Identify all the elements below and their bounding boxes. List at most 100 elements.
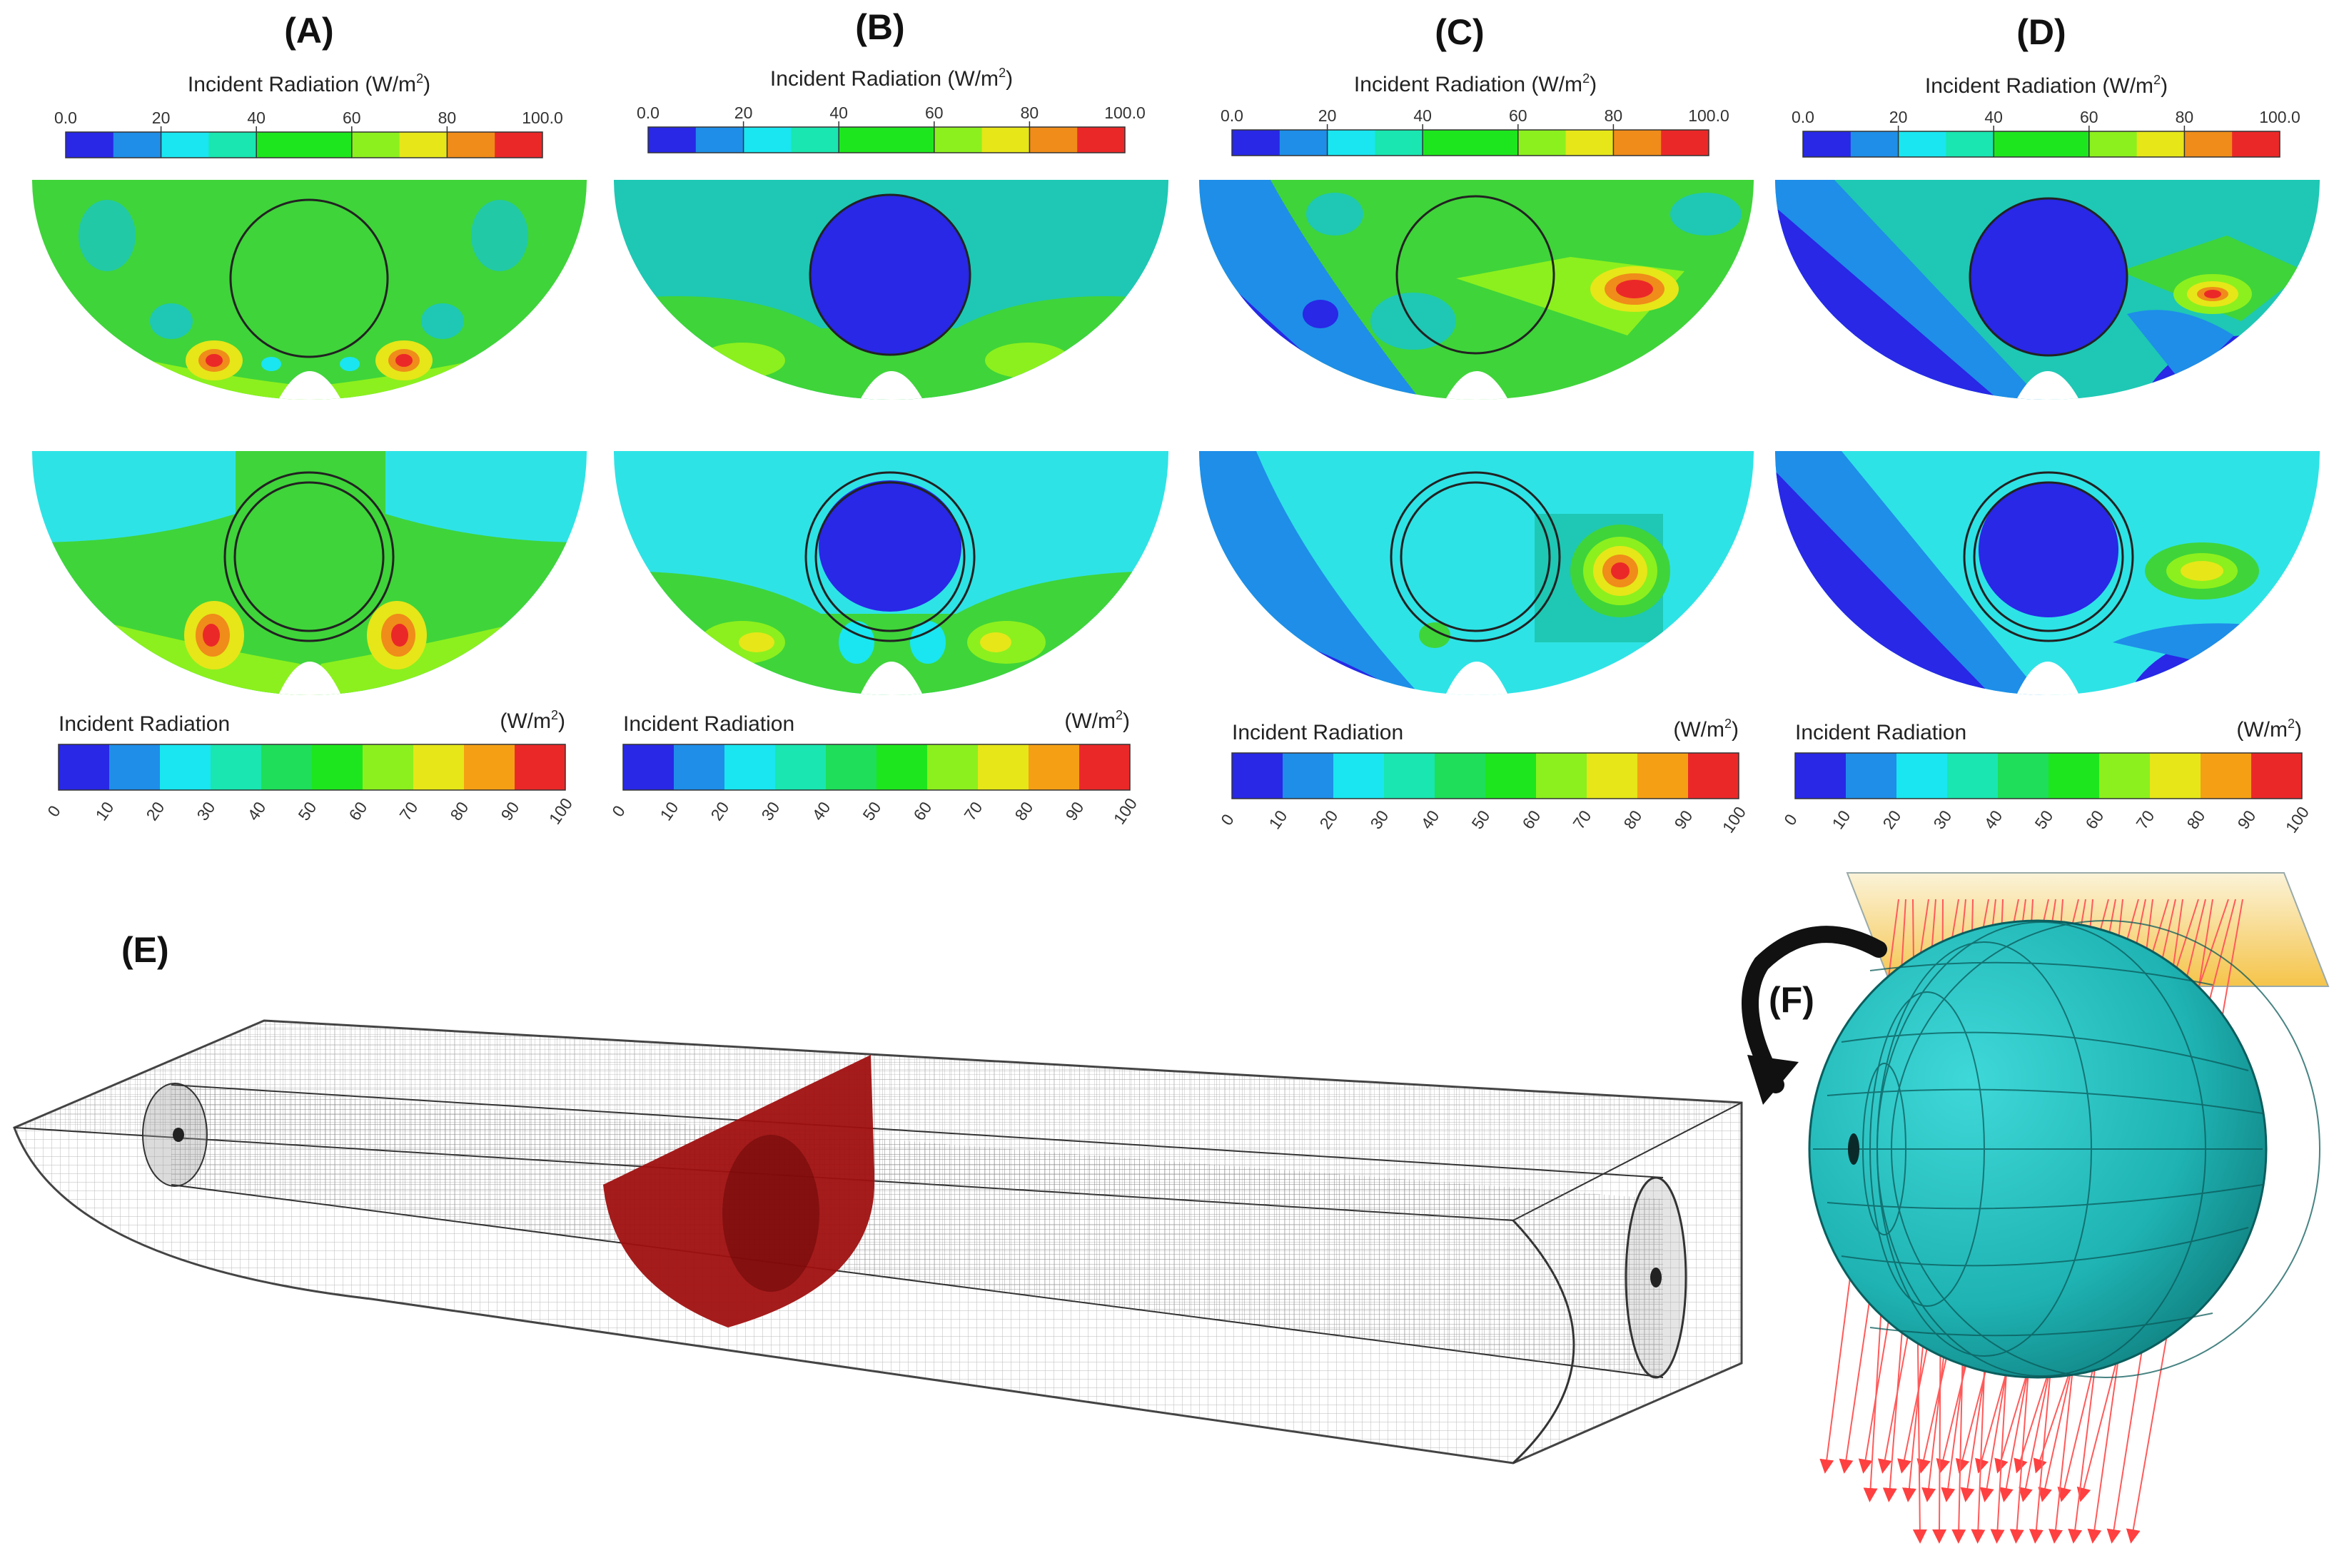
top-colorbar-tick: 80 xyxy=(1021,103,1039,122)
bottom-colorbar-tick: 50 xyxy=(859,798,884,824)
bottom-colorbar-swatch xyxy=(978,744,1029,790)
panel-f-sphere: (F) xyxy=(1742,872,2330,1544)
top-colorbar-swatch xyxy=(161,132,209,158)
bottom-colorbar-swatch xyxy=(927,744,979,790)
top-colorbar-1: Incident Radiation (W/m2) 0.0 20 40 60 80 100.… xyxy=(637,66,1146,153)
bottom-colorbar-swatch xyxy=(2251,753,2303,799)
top-colorbar-swatch xyxy=(2088,131,2138,157)
bottom-colorbar-swatch xyxy=(1283,753,1334,799)
bottom-colorbar-swatch xyxy=(623,744,675,790)
bottom-colorbar-swatch xyxy=(1079,744,1131,790)
contour-c-top xyxy=(1199,180,1754,400)
bottom-colorbar-tick: 40 xyxy=(1980,806,2006,832)
top-colorbar-swatch xyxy=(1850,131,1899,157)
bottom-colorbar-tick: 70 xyxy=(960,798,986,824)
bottom-colorbar-tick: 20 xyxy=(142,798,168,824)
bottom-colorbar-tick: 30 xyxy=(757,798,783,824)
bottom-colorbar-tick: 80 xyxy=(1620,806,1645,832)
top-colorbar-swatch xyxy=(1517,130,1567,156)
top-colorbar-swatch xyxy=(2184,131,2233,157)
top-colorbar-tick: 0.0 xyxy=(1221,106,1243,125)
bottom-colorbar-swatch xyxy=(1947,753,1999,799)
top-colorbar-tick: 60 xyxy=(925,103,944,122)
bottom-colorbar-swatch xyxy=(312,744,363,790)
bottom-colorbar-swatch xyxy=(515,744,566,790)
bottom-colorbar-tick: 70 xyxy=(2132,806,2158,832)
top-colorbar-swatch xyxy=(934,127,983,153)
bottom-colorbar-unit: (W/m2) xyxy=(1064,708,1130,733)
top-colorbar-swatch xyxy=(1327,130,1375,156)
bottom-colorbar-swatch xyxy=(413,744,465,790)
top-colorbar-swatch xyxy=(1565,130,1614,156)
top-colorbar-swatch xyxy=(743,127,792,153)
panel-label-c: (C) xyxy=(1435,12,1484,52)
top-colorbar-swatch xyxy=(304,132,353,158)
top-colorbar-tick: 60 xyxy=(1509,106,1527,125)
top-colorbar-tick: 80 xyxy=(1605,106,1623,125)
rotation-arrow xyxy=(1742,926,1887,1093)
panel-label-b: (B) xyxy=(855,7,904,47)
top-colorbar-swatch xyxy=(2041,131,2090,157)
bottom-colorbar-tick: 100 xyxy=(1719,803,1749,836)
top-colorbar-swatch xyxy=(1029,127,1078,153)
bottom-colorbar-title: Incident Radiation xyxy=(1795,721,1966,744)
bottom-colorbar-tick: 80 xyxy=(446,798,472,824)
top-colorbar-tick: 20 xyxy=(1318,106,1337,125)
bottom-colorbar-tick: 60 xyxy=(909,798,935,824)
top-colorbar-tick: 20 xyxy=(1889,108,1908,126)
bottom-colorbar-swatch xyxy=(1485,753,1537,799)
bottom-colorbar-title: Incident Radiation xyxy=(623,712,794,736)
contour-b-bottom xyxy=(614,451,1168,696)
top-colorbar-swatch xyxy=(351,132,400,158)
bottom-colorbar-tick: 90 xyxy=(1061,798,1087,824)
top-colorbar-tick: 80 xyxy=(438,108,457,127)
top-colorbar-3: Incident Radiation (W/m2) 0.0 20 40 60 80 100.… xyxy=(1792,73,2300,158)
top-colorbar-swatch xyxy=(2232,131,2280,157)
bottom-colorbar-title: Incident Radiation xyxy=(1232,721,1403,744)
top-colorbar-swatch xyxy=(495,132,543,158)
top-colorbar-tick: 20 xyxy=(734,103,753,122)
bottom-colorbar-tick: 100 xyxy=(545,794,576,827)
top-colorbar-swatch xyxy=(447,132,495,158)
bottom-colorbar-swatch xyxy=(1637,753,1689,799)
bottom-colorbar-tick: 20 xyxy=(1315,806,1341,832)
bottom-colorbar-tick: 20 xyxy=(1879,806,1904,832)
bottom-colorbar-tick: 10 xyxy=(91,798,117,824)
bottom-colorbar-tick: 10 xyxy=(1828,806,1854,832)
bottom-colorbar-1: Incident Radiation (W/m2) 0 10 20 30 40 50 60 70 8… xyxy=(608,708,1141,828)
bottom-colorbar-tick: 50 xyxy=(2031,806,2056,832)
bottom-colorbar-swatch xyxy=(109,744,161,790)
top-colorbar-swatch xyxy=(113,132,162,158)
top-colorbar-swatch xyxy=(839,127,887,153)
bottom-colorbar-swatch xyxy=(211,744,262,790)
bottom-colorbar-swatch xyxy=(674,744,725,790)
bottom-colorbar-tick: 40 xyxy=(808,798,834,824)
bottom-colorbar-unit: (W/m2) xyxy=(500,708,565,733)
top-colorbar-swatch xyxy=(981,127,1030,153)
top-colorbar-swatch xyxy=(1803,131,1852,157)
bottom-colorbar-swatch xyxy=(1536,753,1587,799)
bottom-colorbar-tick: 100 xyxy=(2282,803,2313,836)
top-colorbar-swatch xyxy=(1232,130,1280,156)
top-colorbar-swatch xyxy=(256,132,305,158)
bottom-colorbar-tick: 60 xyxy=(345,798,370,824)
bottom-colorbar-swatch xyxy=(1384,753,1435,799)
bottom-colorbar-tick: 0 xyxy=(1780,811,1801,829)
bottom-colorbar-swatch xyxy=(1587,753,1638,799)
bottom-colorbar-tick: 30 xyxy=(1366,806,1392,832)
top-colorbar-tick: 0.0 xyxy=(1792,108,1814,126)
bottom-colorbar-swatch xyxy=(775,744,827,790)
top-colorbar-tick: 80 xyxy=(2176,108,2194,126)
top-colorbar-title: Incident Radiation (W/m2) xyxy=(770,66,1013,91)
top-colorbar-swatch xyxy=(1375,130,1423,156)
bottom-colorbar-tick: 50 xyxy=(1467,806,1493,832)
top-colorbar-swatch xyxy=(208,132,257,158)
bottom-colorbar-swatch xyxy=(1232,753,1283,799)
panel-label-d: (D) xyxy=(2016,12,2066,52)
top-colorbar-tick: 60 xyxy=(343,108,361,127)
bottom-colorbar-swatch xyxy=(724,744,776,790)
bottom-colorbar-swatch xyxy=(1896,753,1948,799)
top-colorbar-tick: 60 xyxy=(2080,108,2098,126)
bottom-colorbar-unit: (W/m2) xyxy=(1673,717,1739,742)
panel-labels: (A) (B) (C) (D) xyxy=(284,7,2066,52)
